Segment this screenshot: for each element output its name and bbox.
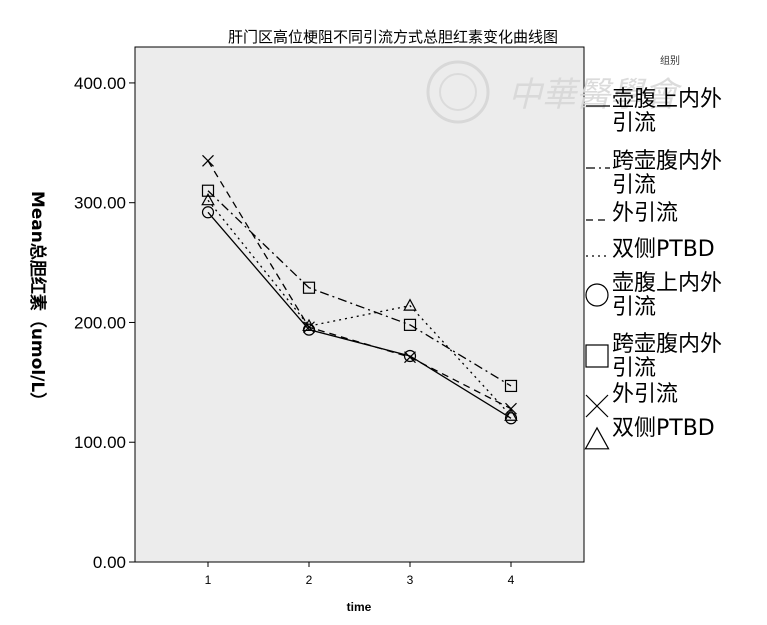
x-tick-label: 1	[205, 573, 212, 587]
series-line-2	[207, 190, 512, 387]
data-point-triangle	[504, 408, 518, 421]
watermark-seal-outer	[426, 60, 490, 124]
data-point-circle	[504, 412, 518, 425]
data-point-square	[302, 281, 316, 294]
legend-label: 外引流	[612, 382, 678, 407]
data-point-triangle	[403, 298, 417, 311]
x-tick-label: 4	[508, 573, 515, 587]
legend-label: 双侧PTBD	[612, 237, 715, 262]
x-tick-label: 2	[306, 573, 313, 587]
data-point-square	[201, 184, 215, 197]
legend-marker-triangle	[584, 426, 610, 450]
series-group	[201, 154, 518, 425]
data-point-x	[404, 351, 416, 364]
y-tick-label: 300.00	[74, 194, 126, 213]
data-point-x	[202, 154, 214, 167]
data-point-triangle	[201, 193, 215, 206]
series-line-1	[207, 211, 512, 419]
watermark-seal-inner	[439, 73, 477, 111]
y-axis: 0.00 100.00 200.00 300.00 400.00	[74, 74, 135, 572]
legend-label: 外引流	[612, 201, 678, 226]
legend-label: 壶腹上内外引流	[612, 87, 722, 136]
legend-marker-circle	[585, 283, 609, 307]
legend-label: 壶腹上内外引流	[612, 271, 722, 320]
x-tick-label: 3	[407, 573, 414, 587]
data-point-square	[504, 379, 518, 393]
chart-title: 肝门区高位梗阻不同引流方式总胆红素变化曲线图	[228, 28, 558, 46]
legend: 壶腹上内外引流跨壶腹内外引流外引流双侧PTBD壶腹上内外引流跨壶腹内外引流外引流…	[584, 87, 722, 450]
watermark-text: 中華醫學會	[508, 75, 683, 115]
legend-marker-square	[585, 344, 609, 368]
legend-title: 组别	[660, 54, 680, 67]
y-tick-label: 0.00	[93, 553, 126, 572]
watermark: 中華醫學會	[426, 60, 683, 124]
legend-label: 跨壶腹内外引流	[612, 149, 722, 198]
plot-area	[134, 46, 585, 563]
data-point-square	[403, 318, 417, 331]
y-axis-label: Mean总胆红素（umol/L）	[27, 191, 48, 409]
legend-label: 双侧PTBD	[612, 416, 715, 441]
legend-marker-x	[585, 394, 609, 418]
x-axis: 1 2 3 4	[205, 562, 515, 587]
data-point-circle	[201, 206, 215, 219]
legend-label: 跨壶腹内外引流	[612, 332, 722, 381]
series-line-3	[207, 160, 512, 410]
y-tick-label: 400.00	[74, 74, 126, 93]
y-tick-label: 200.00	[74, 313, 126, 332]
y-tick-label: 100.00	[74, 433, 126, 452]
data-point-triangle	[302, 318, 316, 332]
x-axis-label: time	[347, 600, 372, 614]
